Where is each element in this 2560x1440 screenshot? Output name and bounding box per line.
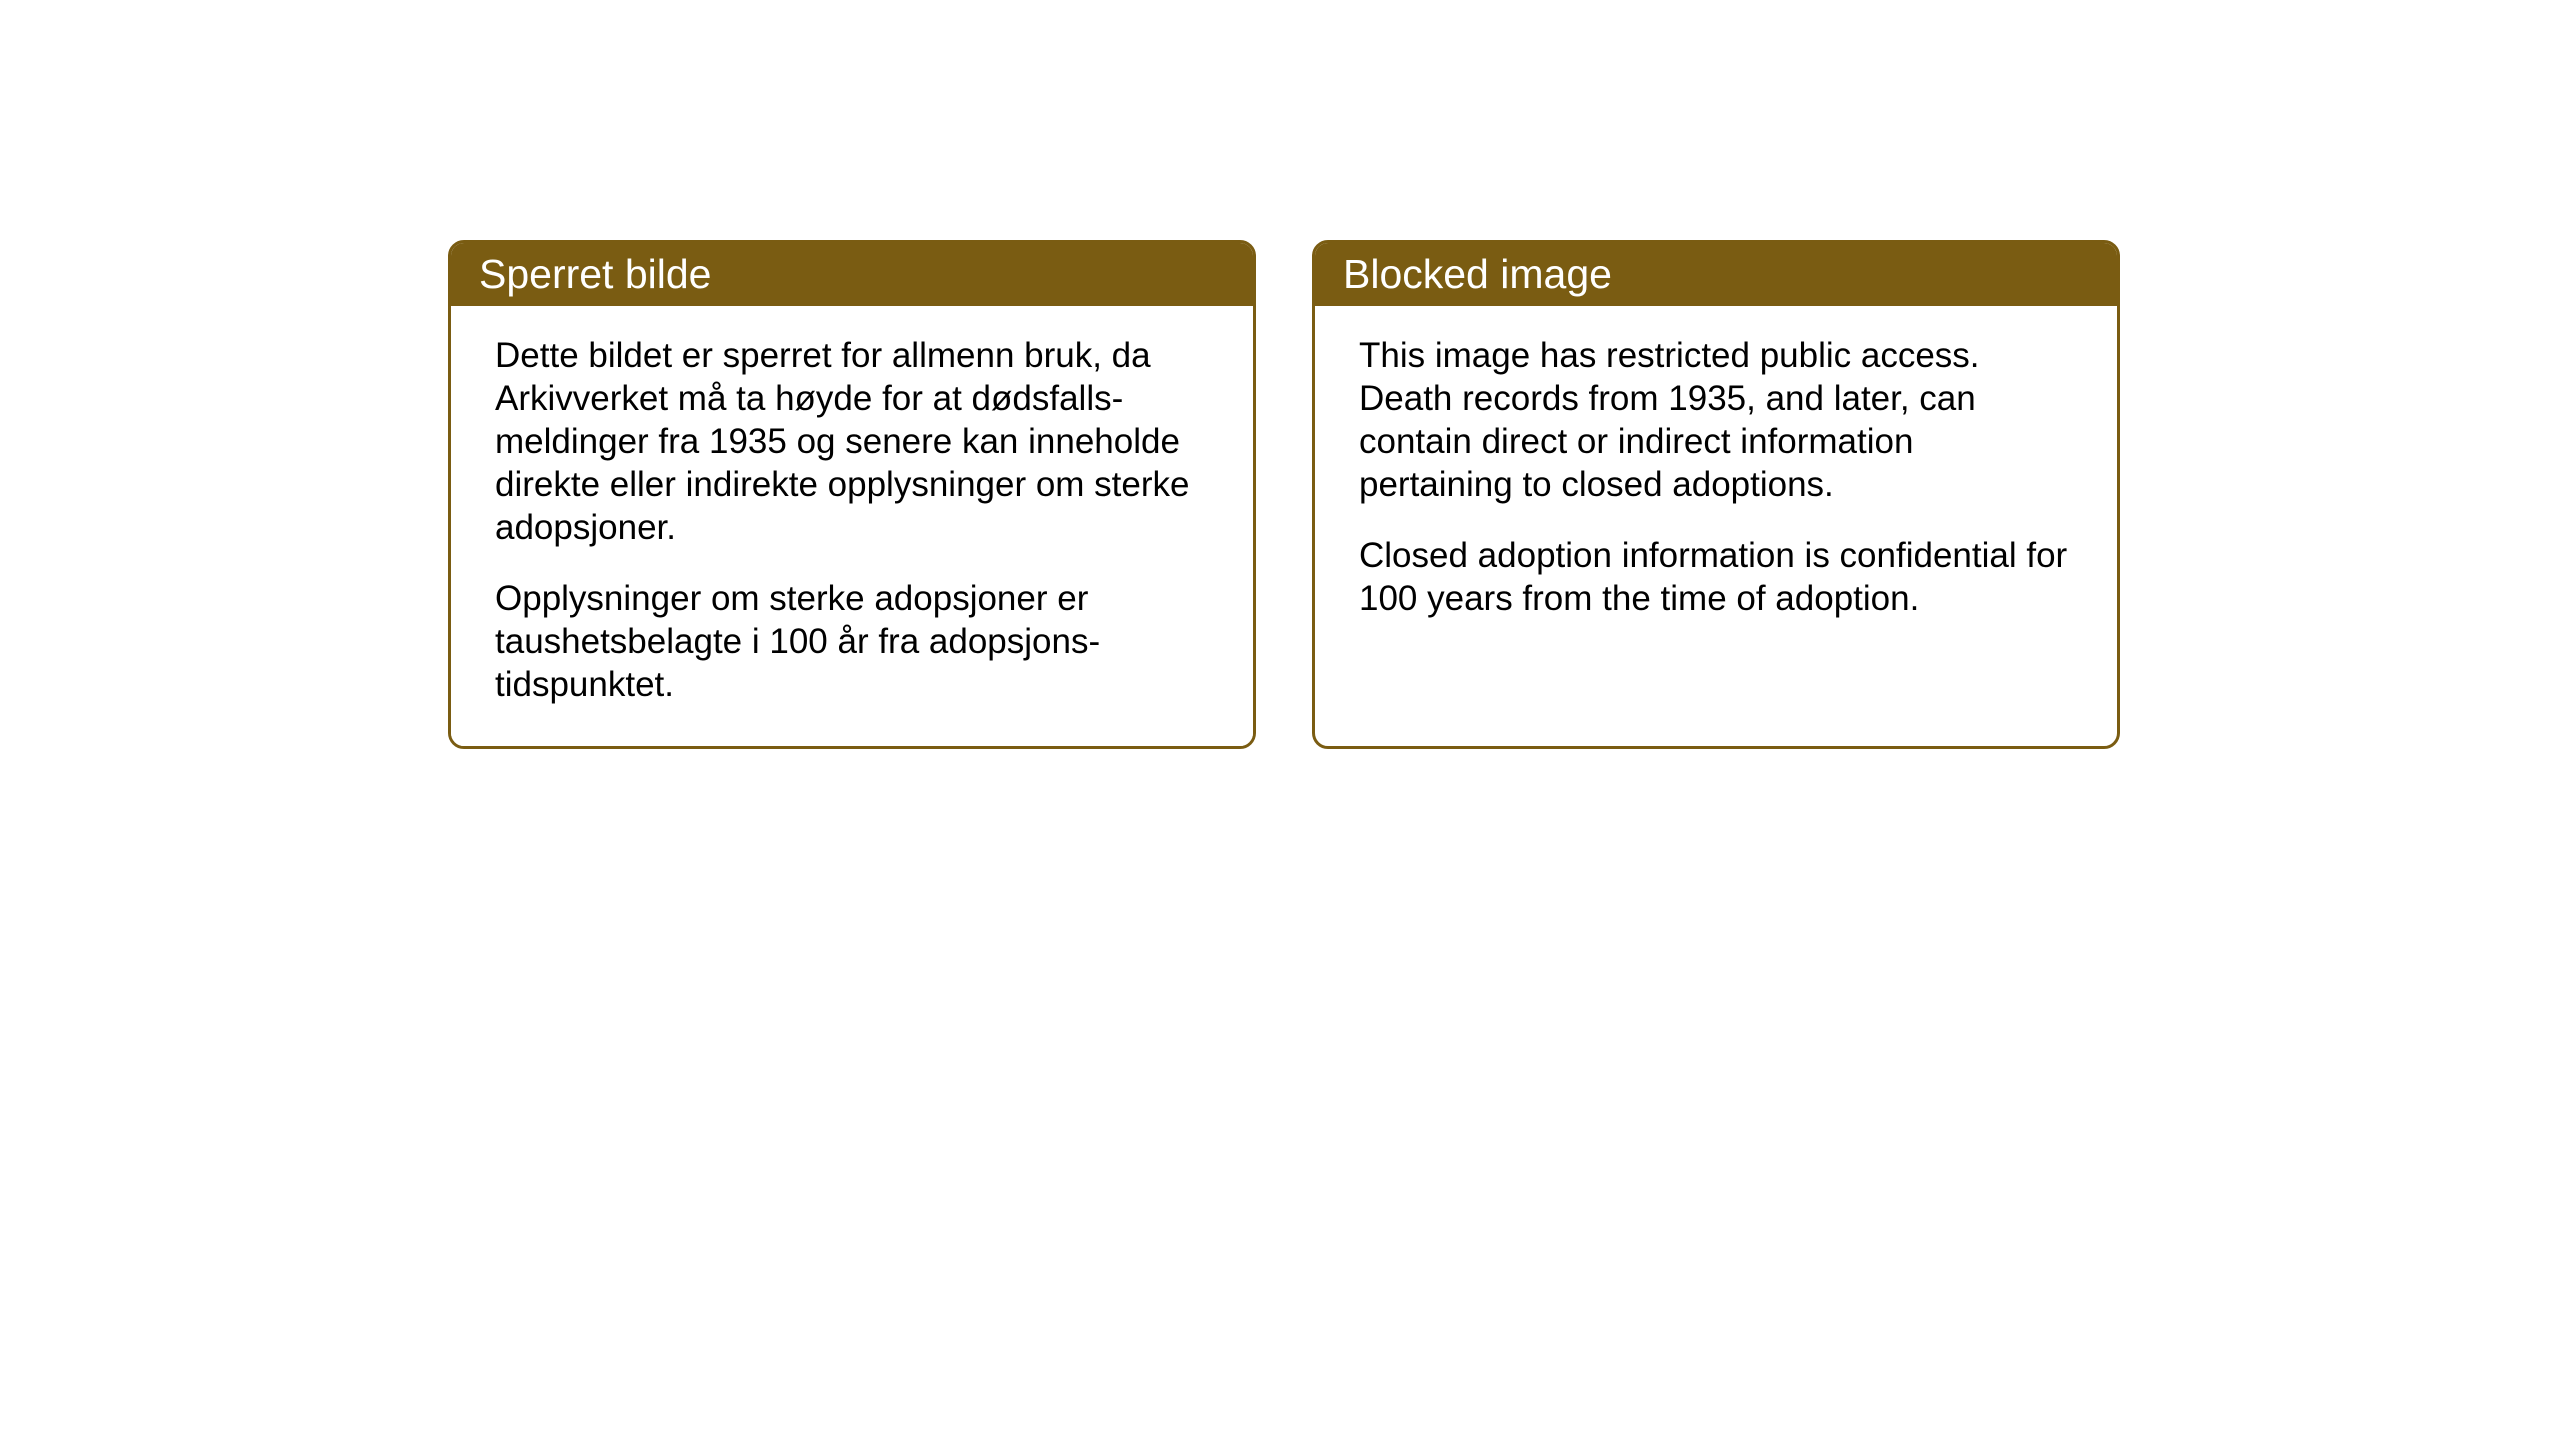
card-title: Blocked image — [1343, 251, 1612, 297]
notice-card-english: Blocked image This image has restricted … — [1312, 240, 2120, 749]
card-body: This image has restricted public access.… — [1315, 306, 2117, 660]
card-header: Sperret bilde — [451, 243, 1253, 306]
card-title: Sperret bilde — [479, 251, 711, 297]
notice-container: Sperret bilde Dette bildet er sperret fo… — [448, 240, 2120, 749]
card-body: Dette bildet er sperret for allmenn bruk… — [451, 306, 1253, 746]
card-paragraph-2: Closed adoption information is confident… — [1359, 534, 2073, 620]
card-paragraph-1: This image has restricted public access.… — [1359, 334, 2073, 506]
card-header: Blocked image — [1315, 243, 2117, 306]
card-paragraph-1: Dette bildet er sperret for allmenn bruk… — [495, 334, 1209, 549]
notice-card-norwegian: Sperret bilde Dette bildet er sperret fo… — [448, 240, 1256, 749]
card-paragraph-2: Opplysninger om sterke adopsjoner er tau… — [495, 577, 1209, 706]
